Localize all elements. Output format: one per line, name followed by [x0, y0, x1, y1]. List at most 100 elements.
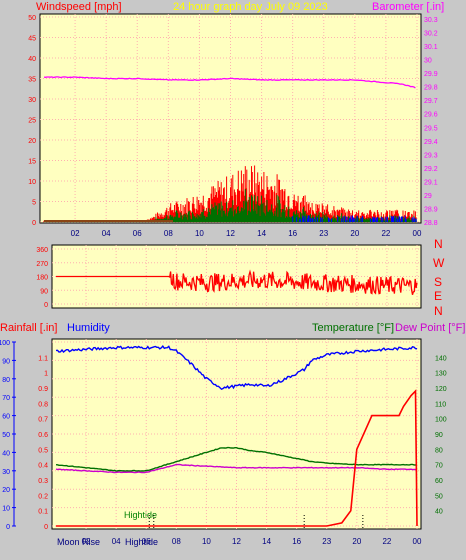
wind-x-tick-label: 06	[133, 229, 142, 238]
barometer-y-tick-label: 29.9	[424, 71, 438, 78]
temp-y-tick-label: 90	[435, 432, 443, 439]
rainfall-label: Rainfall [.in]	[0, 322, 57, 334]
rainfall-series	[56, 389, 418, 527]
temp-y-tick-label: 140	[435, 355, 447, 362]
humidity-y-tick-label: 70	[2, 395, 10, 402]
winddir-y-tick-label: 270	[36, 261, 48, 268]
wind-x-tick-label: 14	[257, 229, 266, 238]
wind-x-tick-label: 20	[350, 229, 359, 238]
wind-x-tick-label: 02	[71, 229, 80, 238]
rain-y-tick-label: 1.1	[38, 355, 48, 362]
wind-x-tick-label: 23	[319, 229, 328, 238]
temp-y-tick-label: 40	[435, 509, 443, 516]
wind-x-tick-label: 12	[226, 229, 235, 238]
weather-x-tick-label: 12	[232, 537, 241, 546]
wind-x-tick-label: 16	[288, 229, 297, 238]
wind-x-tick-label: 04	[102, 229, 111, 238]
temp-y-tick-label: 110	[435, 401, 446, 408]
rain-y-tick-label: 0.3	[38, 478, 48, 485]
winddir-y-tick-label: 0	[44, 302, 48, 309]
humidity-y-tick-label: 50	[2, 432, 10, 439]
wind-x-tick-label: 08	[164, 229, 173, 238]
humidity-label: Humidity	[67, 322, 110, 334]
temp-y-tick-label: 70	[435, 463, 443, 470]
barometer-y-tick-label: 30.3	[424, 17, 438, 24]
weather-x-tick-label: 22	[382, 537, 391, 546]
humidity-y-tick-label: 10	[2, 506, 10, 513]
barometer-label: Barometer [.in]	[372, 1, 444, 13]
compass-w: W	[433, 256, 445, 270]
moon-rise-label: Moon Rise	[57, 537, 100, 547]
barometer-y-tick-label: 29.2	[424, 166, 438, 173]
barometer-y-tick-label: 29.5	[424, 125, 438, 132]
wind-x-tick-label: 00	[413, 229, 422, 238]
rain-y-tick-label: 1	[44, 371, 48, 378]
barometer-y-tick-label: 29.6	[424, 112, 438, 119]
barometer-y-tick-label: 29.4	[424, 139, 438, 146]
humidity-y-tick-label: 20	[2, 487, 10, 494]
compass-s: S	[434, 275, 442, 289]
wind-y-tick-label: 15	[28, 159, 36, 166]
hightide-label: Hightide	[124, 510, 157, 520]
wind-x-tick-label: 10	[195, 229, 204, 238]
weather-panel	[51, 338, 422, 530]
humidity-y-tick-label: 30	[2, 469, 10, 476]
wind-calm-series	[292, 215, 417, 222]
weather-x-tick-label: 02	[82, 537, 91, 546]
humidity-y-tick-label: 90	[2, 358, 10, 365]
compass-e: E	[434, 289, 442, 303]
weather-x-tick-label: 00	[413, 537, 422, 546]
weather-x-tick-label: 04	[112, 537, 121, 546]
temperature-series	[55, 446, 418, 472]
temperature-label: Temperature [°F]	[312, 322, 394, 334]
wind-y-tick-label: 10	[28, 179, 36, 186]
compass-n-top: N	[434, 237, 443, 251]
wind-y-tick-label: 40	[28, 56, 36, 63]
barometer-y-tick-label: 30.1	[424, 44, 438, 51]
winddir-y-tick-label: 180	[36, 275, 48, 282]
temp-y-tick-label: 60	[435, 478, 443, 485]
windspeed-label: Windspeed [mph]	[36, 1, 122, 13]
barometer-y-tick-label: 29	[424, 193, 432, 200]
weather-x-tick-label: 14	[262, 537, 271, 546]
wind-y-tick-label: 25	[28, 118, 36, 125]
hightide-bottom-label: Hightide	[125, 537, 158, 547]
humidity-y-tick-label: 80	[2, 377, 10, 384]
wind-y-tick-label: 5	[32, 200, 36, 207]
rain-y-tick-label: 0.2	[38, 493, 48, 500]
rain-y-tick-label: 0.7	[38, 417, 48, 424]
barometer-y-tick-label: 28.9	[424, 206, 438, 213]
wind-y-tick-label: 50	[28, 15, 36, 22]
barometer-y-tick-label: 29.7	[424, 98, 438, 105]
temp-y-tick-label: 80	[435, 447, 443, 454]
rain-y-tick-label: 0.5	[38, 447, 48, 454]
barometer-y-tick-label: 29.3	[424, 152, 438, 159]
barometer-y-tick-label: 30	[424, 58, 432, 65]
temp-y-tick-label: 50	[435, 493, 443, 500]
humidity-y-tick-label: 100	[0, 340, 10, 347]
wind-x-tick-label: 22	[381, 229, 390, 238]
dew-point-label: Dew Point [°F]	[395, 322, 465, 334]
temp-y-tick-label: 120	[435, 386, 447, 393]
barometer-y-tick-label: 28.8	[424, 220, 438, 227]
weather-x-tick-label: 20	[352, 537, 361, 546]
wind-y-tick-label: 0	[32, 220, 36, 227]
rain-y-tick-label: 0.1	[38, 509, 48, 516]
graph-title: 24 hour graph day July 09 2023	[173, 1, 328, 13]
weather-x-tick-label: 10	[202, 537, 211, 546]
wind-y-tick-label: 45	[28, 36, 36, 43]
wind-y-tick-label: 20	[28, 138, 36, 145]
rain-y-tick-label: 0.8	[38, 401, 48, 408]
weather-x-tick-label: 08	[172, 537, 181, 546]
humidity-y-tick-label: 0	[6, 524, 10, 531]
barometer-series	[43, 76, 416, 89]
barometer-y-tick-label: 29.8	[424, 85, 438, 92]
dew-point-series	[55, 463, 418, 474]
rain-y-tick-label: 0.6	[38, 432, 48, 439]
rain-y-tick-label: 0.9	[38, 386, 48, 393]
winddir-series	[56, 269, 418, 295]
wind-y-tick-label: 35	[28, 77, 36, 84]
barometer-y-tick-label: 29.1	[424, 179, 438, 186]
